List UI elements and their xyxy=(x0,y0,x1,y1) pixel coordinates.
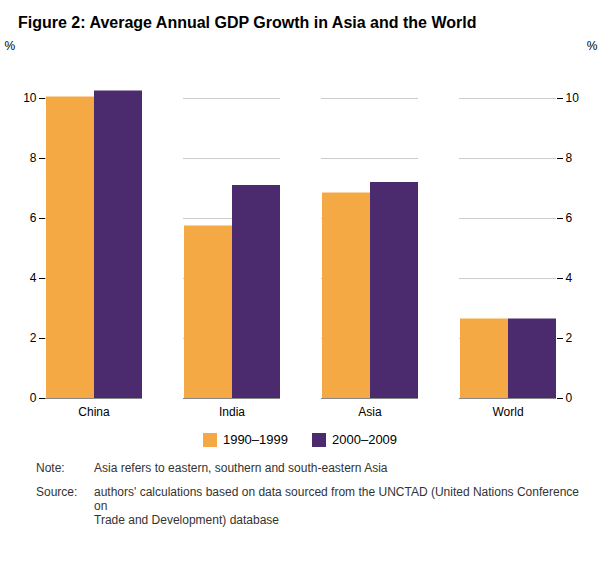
svg-text:2: 2 xyxy=(30,331,37,345)
svg-text:6: 6 xyxy=(30,211,37,225)
svg-text:2: 2 xyxy=(566,331,573,345)
svg-text:Asia: Asia xyxy=(358,405,382,419)
svg-text:4: 4 xyxy=(566,271,573,285)
svg-text:China: China xyxy=(78,405,110,419)
svg-text:8: 8 xyxy=(566,151,573,165)
html-text:2000–2009: 2000–2009 xyxy=(332,432,398,447)
html-text:Note:: Note: xyxy=(36,461,65,475)
html-text:1990–1999: 1990–1999 xyxy=(222,432,288,447)
html-text:authors' calculations based on: authors' calculations based on data sour… xyxy=(94,485,579,527)
svg-text:0: 0 xyxy=(566,391,573,405)
svg-text:10: 10 xyxy=(23,91,37,105)
svg-text:%: % xyxy=(587,39,598,53)
html-text:Figure 2: Average Annual GDP G: Figure 2: Average Annual GDP Growth in A… xyxy=(18,14,477,31)
svg-text:4: 4 xyxy=(30,271,37,285)
svg-text:10: 10 xyxy=(566,91,580,105)
html-text:Asia refers to eastern, southe: Asia refers to eastern, southern and sou… xyxy=(94,461,388,475)
html-text:Source:: Source: xyxy=(36,485,78,499)
svg-text:India: India xyxy=(219,405,245,419)
svg-text:8: 8 xyxy=(30,151,37,165)
svg-text:6: 6 xyxy=(566,211,573,225)
svg-text:0: 0 xyxy=(30,391,37,405)
svg-text:World: World xyxy=(492,405,523,419)
svg-text:%: % xyxy=(5,39,16,53)
